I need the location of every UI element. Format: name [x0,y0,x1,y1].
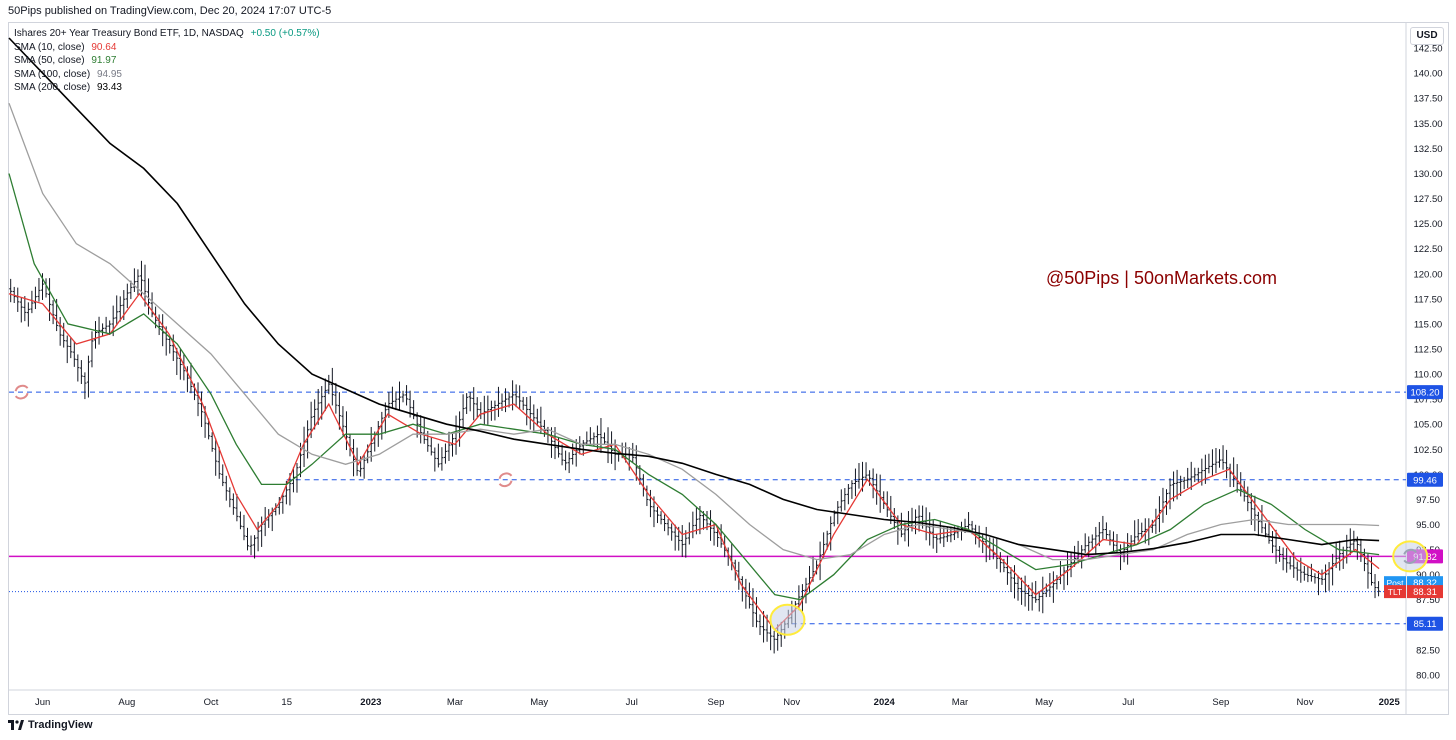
x-tick-label: Oct [204,697,219,708]
y-tick-label: 110.00 [1414,370,1442,381]
y-tick-label: 120.00 [1413,269,1442,280]
y-tick-label: 87.50 [1416,595,1440,606]
legend-title-row: Ishares 20+ Year Treasury Bond ETF, 1D, … [14,27,324,41]
highlight-circle-marker[interactable] [769,603,806,636]
replay-icon[interactable] [498,472,513,480]
level-price-label: 99.46 [1413,475,1437,486]
legend-sma-10-label: SMA (10, close) [14,41,85,53]
legend-sma-100-label: SMA (100, close) [14,68,91,80]
footer: TradingView [8,719,93,731]
replay-icon[interactable] [14,384,29,392]
y-tick-label: 130.00 [1413,169,1442,180]
tradingview-logo-icon [8,720,24,730]
sma-series-line-1[interactable] [8,173,1380,601]
y-tick-label: 82.50 [1416,645,1440,656]
y-tick-label: 132.50 [1413,144,1442,155]
y-tick-label: 90.00 [1416,570,1440,581]
legend-sma-100-value: 94.95 [96,68,122,80]
price-tag-value-box [1407,585,1443,599]
legend-sma-100[interactable]: SMA (100, close) 94.95 [14,68,324,82]
replay-icon[interactable] [14,392,29,400]
y-tick-label: 80.00 [1416,670,1440,681]
sma-series-line-3[interactable] [8,37,1380,556]
y-tick-label: 107.50 [1413,395,1442,406]
legend-sma-10[interactable]: SMA (10, close) 90.64 [14,41,324,55]
legend: Ishares 20+ Year Treasury Bond ETF, 1D, … [14,27,324,95]
legend-sma-200-value: 93.43 [96,82,122,93]
y-tick-label: 115.00 [1414,319,1442,330]
x-tick-label: May [530,697,548,708]
y-tick-label: 122.50 [1413,244,1442,255]
price-tag-name: Post [1386,578,1404,588]
legend-title: Ishares 20+ Year Treasury Bond ETF, 1D, … [14,28,244,39]
replay-icon [1403,557,1418,564]
top-bar: 50Pips published on TradingView.com, Dec… [0,0,1456,22]
watermark-text: @50Pips | 50onMarkets.com [1046,268,1278,288]
y-tick-label: 142.50 [1413,44,1442,55]
price-tag-name-box [1384,585,1406,599]
price-tag-value: 88.32 [1413,578,1437,589]
legend-sma-50-label: SMA (50, close) [14,55,85,66]
level-price-tag [1407,385,1443,400]
x-tick-label: Aug [118,697,135,708]
x-tick-label: 2023 [360,697,381,708]
legend-sma-50[interactable]: SMA (50, close) 91.97 [14,54,324,68]
level-price-label: 85.11 [1413,619,1436,630]
price-tag-value: 88.31 [1413,587,1437,598]
y-tick-label: 112.50 [1414,344,1442,355]
chart-frame [8,22,1449,715]
x-tick-label: Sep [1212,697,1229,708]
currency-button[interactable]: USD [1410,27,1444,45]
legend-sma-10-value: 90.64 [91,41,117,53]
x-tick-label: Jul [1122,697,1134,708]
legend-sma-200[interactable]: SMA (200, close) 93.43 [14,81,324,95]
y-tick-label: 125.00 [1413,219,1442,230]
publisher-line: 50Pips published on TradingView.com, Dec… [8,5,332,17]
legend-sma-200-label: SMA (200, close) [14,82,91,93]
x-tick-label: Jul [626,697,638,708]
y-tick-label: 105.00 [1413,420,1442,431]
x-tick-label: May [1035,697,1053,708]
x-tick-label: Jun [35,697,50,708]
x-tick-label: 2024 [874,697,896,708]
legend-change: +0.50 (+0.57%) [250,28,320,39]
y-tick-label: 102.50 [1413,445,1442,456]
level-price-tag [1407,616,1443,631]
y-tick-label: 95.00 [1416,520,1440,531]
replay-icon [1403,548,1417,555]
highlight-circle-marker[interactable] [1392,540,1429,573]
legend-sma-50-value: 91.97 [91,55,117,66]
y-tick-label: 127.50 [1413,194,1442,205]
x-tick-label: Mar [447,697,463,708]
x-tick-label: 15 [281,697,292,708]
y-tick-label: 140.00 [1413,69,1442,80]
sma-series-line-0[interactable] [8,292,1380,631]
x-tick-label: 2025 [1379,697,1401,708]
x-tick-label: Mar [952,697,968,708]
level-price-label: 108.20 [1410,388,1439,399]
y-tick-label: 97.50 [1416,495,1440,506]
y-tick-label: 135.00 [1413,119,1442,130]
replay-icon[interactable] [498,480,513,488]
x-tick-label: Nov [783,697,800,708]
y-tick-label: 117.50 [1414,294,1442,305]
level-price-tag [1407,472,1443,487]
footer-brand: TradingView [28,719,93,731]
price-tag-name: TLT [1388,587,1402,597]
x-tick-label: Sep [707,697,724,708]
y-tick-label: 137.50 [1413,94,1442,105]
x-tick-label: Nov [1297,697,1314,708]
